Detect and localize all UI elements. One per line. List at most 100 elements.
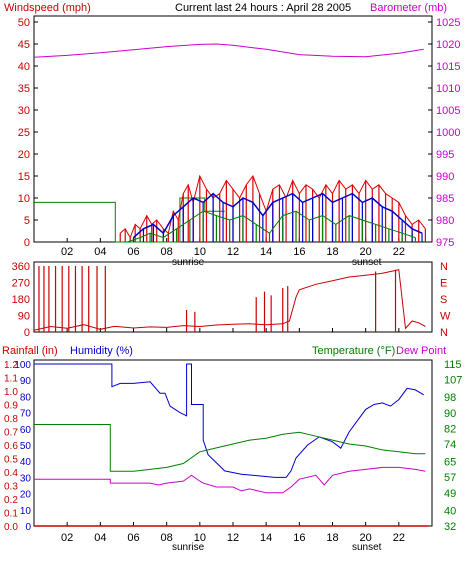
direction-y-tick-label: 180 [12, 294, 30, 306]
wind-x-tick-label: 20 [360, 246, 372, 258]
rain-y-tick-label: 1.2 [4, 360, 18, 371]
direction-y-tick-label: 270 [12, 278, 30, 290]
direction-compass-label: W [440, 311, 451, 323]
temperature-y-tick-label: 82 [444, 423, 456, 435]
temperature-y-tick-label: 57 [444, 472, 456, 484]
wind-gust-line [133, 192, 423, 239]
humidity-y-tick-label: 90 [20, 376, 32, 387]
rain-y-tick-label: 0.1 [4, 509, 18, 520]
temperature-y-tick-label: 98 [444, 392, 456, 404]
humidity-y-tick-label: 70 [20, 409, 32, 420]
barometer-y-tick-label: 1000 [436, 127, 460, 139]
rain-y-tick-label: 1.1 [4, 374, 18, 385]
rain-y-tick-label: 0.2 [4, 495, 18, 506]
wind-y-tick-label: 10 [18, 193, 30, 205]
wind-x-tick-label: 02 [61, 246, 73, 258]
temperature-y-tick-label: 40 [444, 505, 456, 517]
wind-y-tick-label: 45 [18, 39, 30, 51]
humidity-y-tick-label: 100 [14, 360, 31, 371]
rainfall-axis-title: Rainfall (in) [2, 345, 58, 357]
humidity-y-tick-label: 50 [20, 441, 32, 452]
rain-y-tick-label: 0.5 [4, 455, 18, 466]
dew-point-line [34, 466, 426, 494]
barometer-y-tick-label: 995 [436, 149, 454, 161]
chart-title: Current last 24 hours : April 28 2005 [175, 2, 351, 14]
wind-y-tick-label: 40 [18, 61, 30, 73]
wind-y-tick-label: 15 [18, 171, 30, 183]
humidity-y-tick-label: 20 [20, 490, 32, 501]
temperature-y-tick-label: 74 [444, 439, 456, 451]
wind-direction-line [33, 269, 426, 331]
direction-y-tick-label: 90 [18, 311, 30, 323]
temperature-y-tick-label: 65 [444, 457, 456, 469]
wind-y-tick-label: 50 [18, 17, 30, 29]
rain-y-tick-label: 0.8 [4, 414, 18, 425]
barometer-y-tick-label: 1010 [436, 83, 460, 95]
wind-lull-line [126, 210, 416, 243]
weather-x-tick-label: 22 [393, 532, 405, 544]
wind-x-tick-label: 06 [127, 246, 139, 258]
rain-y-tick-label: 0.4 [4, 468, 18, 479]
dew-point-axis-title: Dew Point [396, 345, 446, 357]
sunrise-label-top: sunrise [172, 257, 205, 268]
wind-y-tick-label: 35 [18, 83, 30, 95]
weather-x-tick-label: 16 [293, 532, 305, 544]
barometer-line [33, 43, 424, 58]
wind-x-tick-label: 22 [393, 246, 405, 258]
wind-y-tick-label: 20 [18, 149, 30, 161]
temperature-line [34, 424, 426, 472]
wind-x-tick-label: 04 [94, 246, 106, 258]
barometer-y-tick-label: 1020 [436, 39, 460, 51]
temperature-y-tick-label: 107 [444, 375, 462, 387]
humidity-y-tick-label: 80 [20, 392, 32, 403]
wind-x-tick-label: 12 [227, 246, 239, 258]
weather-x-tick-label: 18 [326, 532, 338, 544]
humidity-y-tick-label: 10 [20, 506, 32, 517]
temperature-y-tick-label: 115 [444, 359, 462, 371]
direction-compass-label: N [440, 261, 448, 273]
temperature-y-tick-label: 32 [444, 521, 456, 533]
axis-ticks-layer: 0510152025303540455097598098599099510001… [4, 17, 462, 544]
wind-speed-line [119, 174, 426, 239]
sunset-label-bottom: sunset [352, 542, 382, 553]
humidity-y-tick-label: 30 [20, 473, 32, 484]
rain-y-tick-label: 0.0 [4, 522, 18, 533]
wind-x-tick-label: 08 [161, 246, 173, 258]
direction-compass-label: E [440, 278, 447, 290]
barometer-y-tick-label: 1025 [436, 17, 460, 29]
series-layer [33, 43, 429, 527]
barometer-y-tick-label: 990 [436, 171, 454, 183]
weather-x-tick-label: 14 [260, 532, 272, 544]
weather-x-tick-label: 02 [61, 532, 73, 544]
rain-y-tick-label: 0.6 [4, 441, 18, 452]
temperature-axis-title: Temperature (°F) [312, 345, 395, 357]
rain-y-tick-label: 1.0 [4, 387, 18, 398]
barometer-axis-title: Barometer (mb) [370, 2, 447, 14]
rain-y-tick-label: 0.3 [4, 482, 18, 493]
wind-y-tick-label: 25 [18, 127, 30, 139]
wind-average-line [34, 197, 225, 243]
weather-x-tick-label: 20 [360, 532, 372, 544]
weather-x-tick-label: 10 [194, 532, 206, 544]
weather-x-tick-label: 12 [227, 532, 239, 544]
rain-y-tick-label: 0.7 [4, 428, 18, 439]
wind-x-tick-label: 18 [326, 246, 338, 258]
barometer-y-tick-label: 1015 [436, 61, 460, 73]
weather-x-tick-label: 04 [94, 532, 106, 544]
wind-x-tick-label: 16 [293, 246, 305, 258]
temperature-y-tick-label: 90 [444, 408, 456, 420]
weather-x-tick-label: 08 [161, 532, 173, 544]
weather-x-tick-label: 06 [127, 532, 139, 544]
wind-y-tick-label: 5 [24, 215, 30, 227]
wind-y-tick-label: 0 [24, 237, 30, 249]
barometer-y-tick-label: 980 [436, 215, 454, 227]
barometer-y-tick-label: 985 [436, 193, 454, 205]
sunset-label-top: sunset [352, 257, 382, 268]
wind-x-tick-label: 14 [260, 246, 272, 258]
direction-compass-label: S [440, 294, 447, 306]
humidity-y-tick-label: 0 [25, 522, 31, 533]
sunrise-label-bottom: sunrise [172, 542, 205, 553]
